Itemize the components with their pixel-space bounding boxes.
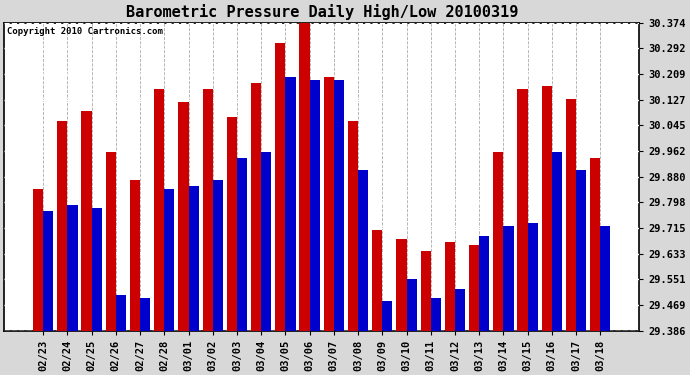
Bar	[493, 152, 504, 330]
Title: Barometric Pressure Daily High/Low 20100319: Barometric Pressure Daily High/Low 20100…	[126, 4, 518, 20]
Bar	[237, 158, 247, 330]
Bar	[33, 189, 43, 330]
Bar	[590, 158, 600, 330]
Bar	[358, 170, 368, 330]
Bar	[140, 298, 150, 330]
Bar	[455, 289, 465, 330]
Bar	[334, 80, 344, 330]
Bar	[130, 180, 140, 330]
Bar	[203, 89, 213, 330]
Bar	[57, 120, 68, 330]
Bar	[68, 205, 77, 330]
Bar	[479, 236, 489, 330]
Bar	[81, 111, 92, 330]
Bar	[576, 170, 586, 330]
Bar	[178, 102, 188, 330]
Bar	[188, 186, 199, 330]
Bar	[445, 242, 455, 330]
Bar	[299, 23, 310, 330]
Bar	[251, 83, 262, 330]
Bar	[227, 117, 237, 330]
Bar	[92, 208, 102, 330]
Bar	[116, 295, 126, 330]
Bar	[262, 152, 271, 330]
Bar	[552, 152, 562, 330]
Bar	[310, 80, 319, 330]
Bar	[286, 77, 295, 330]
Bar	[504, 226, 513, 330]
Bar	[600, 226, 611, 330]
Bar	[542, 86, 552, 330]
Bar	[213, 180, 223, 330]
Bar	[566, 99, 576, 330]
Bar	[382, 301, 393, 330]
Bar	[106, 152, 116, 330]
Bar	[396, 239, 406, 330]
Bar	[275, 43, 286, 330]
Bar	[406, 279, 417, 330]
Bar	[43, 211, 53, 330]
Bar	[154, 89, 164, 330]
Text: Copyright 2010 Cartronics.com: Copyright 2010 Cartronics.com	[8, 27, 164, 36]
Bar	[469, 245, 479, 330]
Bar	[420, 251, 431, 330]
Bar	[518, 89, 528, 330]
Bar	[431, 298, 441, 330]
Bar	[324, 77, 334, 330]
Bar	[372, 230, 382, 330]
Bar	[164, 189, 175, 330]
Bar	[528, 224, 538, 330]
Bar	[348, 120, 358, 330]
